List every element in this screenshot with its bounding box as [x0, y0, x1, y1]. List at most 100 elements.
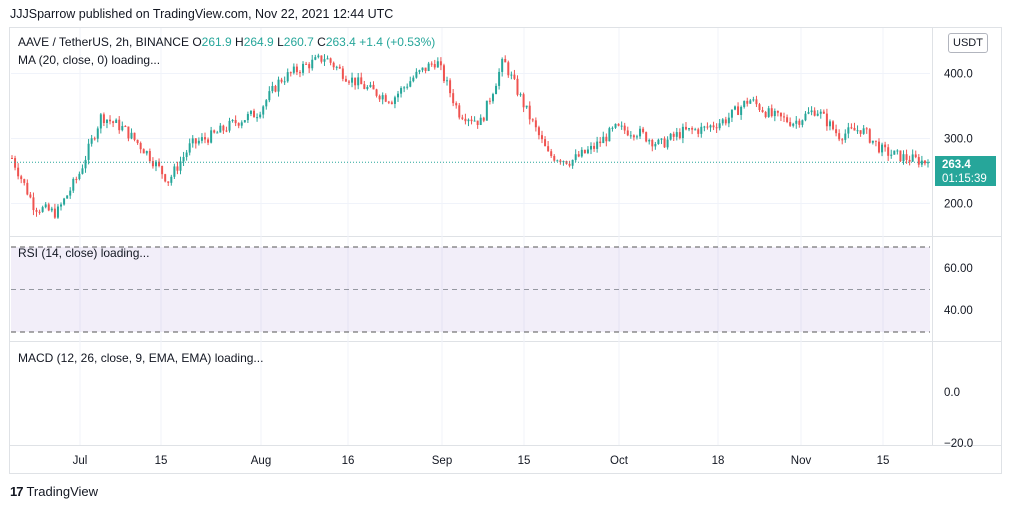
candle-body: [761, 110, 764, 113]
candle-body: [914, 154, 917, 158]
candle-body: [369, 84, 372, 88]
candle-body: [393, 97, 396, 104]
candle-body: [620, 125, 623, 127]
candle-body: [495, 85, 498, 95]
open-label: O: [192, 35, 202, 49]
price-axis: 400.0 300.0 200.0 60.00 40.00 0.0 −20.0: [944, 69, 973, 451]
candle-body: [118, 119, 121, 131]
candle-body: [822, 111, 825, 114]
candle-body: [476, 120, 479, 126]
candle-body: [151, 161, 154, 167]
candle-body: [302, 63, 305, 73]
candle-body: [629, 135, 632, 137]
candle-body: [102, 114, 105, 123]
candle-body: [335, 66, 338, 68]
candle-body: [458, 105, 461, 118]
candle-body: [295, 66, 298, 73]
candle-body: [406, 86, 409, 88]
candle-body: [271, 85, 274, 92]
candle-body: [289, 72, 292, 74]
candle-body: [544, 139, 547, 147]
candle-body: [84, 159, 87, 169]
candle-body: [773, 110, 776, 117]
candle-body: [559, 160, 562, 163]
candle-body: [721, 119, 724, 124]
candle-body: [660, 138, 663, 140]
candle-body: [400, 88, 403, 94]
candle-body: [93, 138, 96, 140]
time-tick-label: 16: [342, 455, 355, 467]
ma-indicator-label[interactable]: MA (20, close, 0) loading...: [18, 53, 161, 67]
candle-body: [14, 158, 17, 168]
brand-footer[interactable]: 17 TradingView: [10, 484, 98, 499]
candle-body: [482, 117, 485, 121]
candle-body: [651, 139, 654, 147]
candle-body: [743, 100, 746, 107]
candle-body: [730, 109, 733, 118]
currency-button[interactable]: USDT: [948, 33, 988, 53]
last-price-tag: 263.4 01:15:39: [935, 156, 996, 186]
candle-body: [825, 113, 828, 127]
candle-body: [243, 120, 246, 123]
candle-body: [210, 130, 213, 143]
candle-body: [599, 141, 602, 144]
candle-body: [360, 77, 363, 85]
candle-body: [645, 132, 648, 142]
candle-body: [197, 140, 200, 144]
candle-body: [923, 160, 926, 164]
candle-body: [53, 208, 56, 218]
candle-body: [473, 120, 476, 122]
candle-body: [66, 195, 69, 199]
candle-body: [41, 207, 44, 212]
candle-body: [225, 130, 228, 132]
candle-body: [890, 154, 893, 156]
candle-body: [792, 123, 795, 126]
candle-body: [642, 128, 645, 133]
candle-body: [657, 139, 660, 145]
candle-body: [467, 119, 470, 122]
candle-body: [841, 139, 844, 141]
candle-body: [917, 157, 920, 165]
candle-body: [501, 58, 504, 72]
candle-body: [387, 101, 390, 103]
price-tick-label: 200.0: [944, 199, 973, 211]
candle-body: [409, 81, 412, 87]
candle-body: [253, 110, 256, 118]
candle-body: [216, 132, 219, 134]
candle-body: [485, 100, 488, 121]
candle-body: [908, 159, 911, 162]
candle-body: [240, 122, 243, 126]
last-price-value: 263.4: [942, 159, 971, 171]
candle-body: [332, 62, 335, 68]
candle-body: [568, 163, 571, 166]
candle-body: [853, 127, 856, 131]
candle-body: [283, 81, 286, 83]
candle-body: [133, 132, 136, 140]
candle-body: [130, 132, 133, 139]
candle-body: [562, 161, 565, 163]
candle-body: [176, 166, 179, 171]
candle-body: [344, 78, 347, 82]
candle-body: [691, 128, 694, 130]
candle-body: [684, 126, 687, 130]
candle-body: [590, 145, 593, 150]
candle-body: [623, 125, 626, 131]
candle-body: [11, 158, 13, 159]
candle-body: [783, 116, 786, 118]
macd-indicator-label[interactable]: MACD (12, 26, close, 9, EMA, EMA) loadin…: [18, 351, 264, 365]
candle-body: [911, 154, 914, 162]
candle-body: [375, 89, 378, 96]
candle-body: [234, 120, 237, 124]
candle-body: [534, 120, 537, 128]
candle-body: [669, 133, 672, 140]
chart-frame: [9, 27, 1002, 474]
candle-body: [611, 127, 614, 129]
rsi-indicator-label[interactable]: RSI (14, close) loading...: [18, 246, 150, 260]
candle-body: [292, 66, 295, 73]
candle-body: [700, 126, 703, 134]
candle-body: [81, 168, 84, 174]
candle-body: [479, 117, 482, 126]
low-label: L: [277, 35, 284, 49]
time-tick-label: Jul: [73, 455, 88, 467]
